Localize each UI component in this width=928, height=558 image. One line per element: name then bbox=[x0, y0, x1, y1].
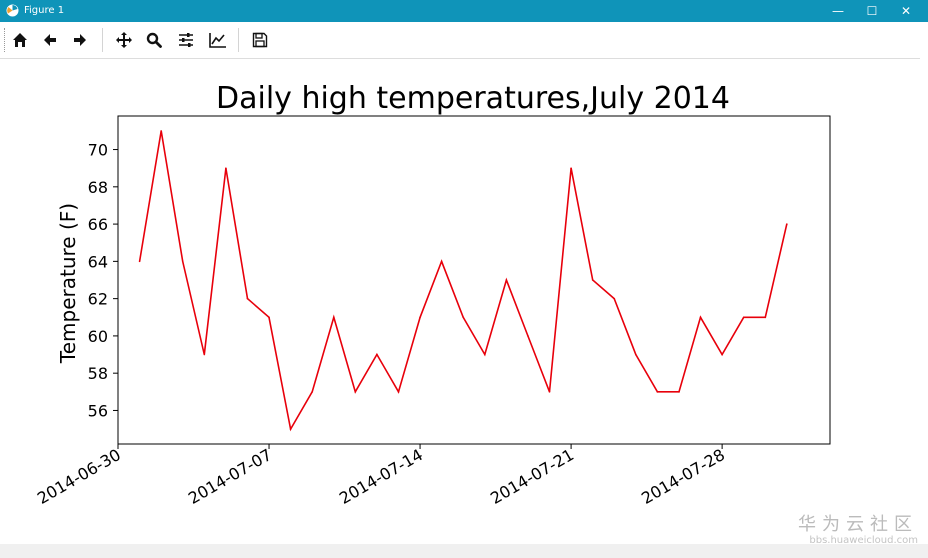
data-point bbox=[656, 391, 659, 393]
configure-subplots-button[interactable] bbox=[172, 26, 200, 54]
data-point bbox=[354, 391, 357, 393]
pan-icon bbox=[116, 32, 132, 48]
watermark-line2: bbs.huaweicloud.com bbox=[809, 535, 918, 546]
watermark-line1: 华为云社区 bbox=[798, 514, 918, 535]
data-point bbox=[332, 316, 335, 319]
home-button[interactable] bbox=[6, 26, 34, 54]
forward-button[interactable] bbox=[66, 26, 94, 54]
forward-icon bbox=[74, 34, 86, 46]
y-tick-label: 64 bbox=[88, 252, 108, 271]
y-tick-label: 70 bbox=[88, 141, 108, 160]
data-point bbox=[613, 297, 616, 300]
x-tick-label: 2014-07-07 bbox=[185, 445, 275, 508]
data-point bbox=[786, 223, 788, 225]
maximize-button[interactable]: ☐ bbox=[866, 4, 878, 18]
x-tick-label: 2014-07-14 bbox=[336, 445, 426, 508]
edit-axis-icon bbox=[209, 33, 226, 48]
y-tick-label: 62 bbox=[88, 290, 108, 309]
y-tick-label: 60 bbox=[88, 327, 108, 346]
data-point bbox=[311, 391, 313, 393]
back-icon bbox=[44, 34, 56, 46]
window-titlebar: Figure 1 — ☐ ✕ bbox=[0, 0, 928, 22]
data-point bbox=[289, 428, 292, 430]
status-bar bbox=[0, 544, 928, 558]
data-point bbox=[203, 353, 206, 356]
minimize-button[interactable]: — bbox=[832, 4, 844, 18]
data-point bbox=[570, 167, 572, 169]
data-point bbox=[397, 391, 400, 393]
close-button[interactable]: ✕ bbox=[900, 4, 912, 18]
data-point bbox=[699, 316, 702, 319]
data-point bbox=[138, 260, 141, 263]
data-point bbox=[440, 260, 443, 263]
save-button[interactable] bbox=[246, 26, 274, 54]
y-tick-label: 56 bbox=[88, 401, 108, 420]
window-title: Figure 1 bbox=[24, 5, 65, 16]
data-point bbox=[483, 353, 486, 356]
data-point bbox=[419, 316, 421, 319]
x-tick-label: 2014-07-28 bbox=[638, 445, 728, 508]
data-point bbox=[376, 353, 378, 356]
y-tick-label: 68 bbox=[88, 178, 108, 197]
home-icon bbox=[13, 33, 27, 47]
plot-area bbox=[138, 130, 788, 432]
data-point bbox=[764, 316, 767, 319]
data-point bbox=[721, 353, 723, 356]
x-tick-label: 2014-06-30 bbox=[34, 445, 124, 508]
zoom-icon bbox=[146, 32, 162, 48]
zoom-button[interactable] bbox=[140, 26, 168, 54]
data-point bbox=[268, 316, 270, 319]
pan-button[interactable] bbox=[110, 26, 138, 54]
axes-frame bbox=[117, 115, 831, 445]
save-icon bbox=[252, 32, 268, 48]
edit-axis-button[interactable] bbox=[203, 26, 231, 54]
navigation-toolbar bbox=[0, 22, 920, 59]
data-point bbox=[591, 279, 594, 281]
data-point bbox=[225, 167, 227, 169]
data-point bbox=[548, 391, 551, 393]
chart-title: Daily high temperatures,July 2014 bbox=[216, 81, 730, 116]
matplotlib-logo-icon bbox=[6, 4, 19, 17]
toolbar-separator bbox=[102, 28, 103, 52]
data-point bbox=[462, 316, 465, 319]
data-point bbox=[160, 130, 162, 132]
data-point bbox=[246, 297, 249, 300]
toolbar-grip[interactable] bbox=[4, 28, 8, 52]
series-line bbox=[138, 130, 788, 432]
configure-subplots-icon bbox=[179, 33, 193, 47]
toolbar-separator bbox=[238, 28, 239, 52]
figure-canvas[interactable]: Daily high temperatures,July 2014 Temper… bbox=[0, 58, 928, 544]
y-tick-label: 66 bbox=[88, 215, 108, 234]
data-point bbox=[678, 391, 680, 393]
x-tick-label: 2014-07-21 bbox=[487, 445, 577, 508]
data-point bbox=[505, 279, 508, 281]
back-button[interactable] bbox=[36, 26, 64, 54]
y-tick-label: 58 bbox=[88, 364, 108, 383]
data-point bbox=[742, 316, 745, 319]
data-point bbox=[181, 260, 184, 263]
data-point bbox=[527, 335, 529, 337]
watermark: 华为云社区 bbs.huaweicloud.com bbox=[798, 515, 918, 547]
y-axis-label: Temperature (F) bbox=[56, 203, 80, 364]
data-point bbox=[635, 353, 637, 356]
